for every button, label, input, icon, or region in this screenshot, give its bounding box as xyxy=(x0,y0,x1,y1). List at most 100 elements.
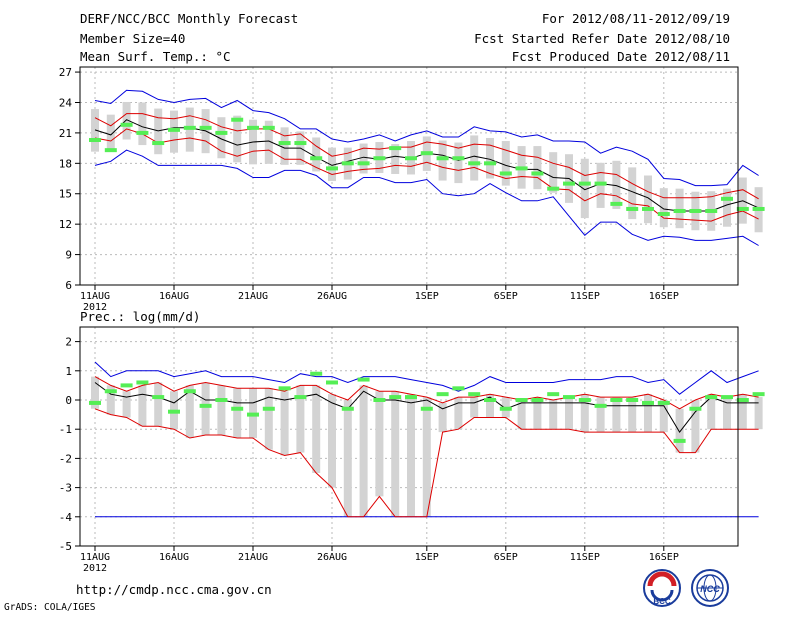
p2-observed-mark xyxy=(563,395,575,400)
p2-member-box xyxy=(217,385,226,436)
p1-member-box xyxy=(723,188,731,227)
p2-observed-mark xyxy=(120,383,133,388)
p1-observed-mark xyxy=(563,181,575,186)
p1-member-box xyxy=(501,141,510,186)
p1-member-box xyxy=(264,120,273,164)
p1-observed-mark xyxy=(341,161,354,166)
ncc-logo-text: NCC xyxy=(700,584,720,594)
p2-frame xyxy=(79,326,739,547)
p1-member-box xyxy=(280,127,289,165)
p2-observed-mark xyxy=(262,406,275,411)
p1-member-box xyxy=(106,114,115,152)
p1-ytick-label: 24 xyxy=(59,96,73,109)
p2-line-max xyxy=(94,361,759,395)
p2-observed-mark xyxy=(215,398,228,402)
p1-xtick-label: 1SEP xyxy=(415,291,439,302)
p2-xtick-label: 11AUG xyxy=(80,552,110,563)
p2-member-box xyxy=(486,394,494,418)
p1-observed-mark xyxy=(310,156,323,161)
member-size: Member Size=40 xyxy=(80,31,186,46)
p2-xtick-label: 16SEP xyxy=(649,552,679,563)
p1-xtick-label: 16AUG xyxy=(159,291,189,302)
p2-member-box xyxy=(312,385,321,473)
p1-observed-mark xyxy=(231,117,244,122)
p1-observed-mark xyxy=(642,206,654,211)
p1-member-box xyxy=(438,140,447,181)
p2-observed-mark xyxy=(752,392,765,397)
p2-member-box xyxy=(407,394,415,517)
p2-xtick-label: 21AUG xyxy=(238,552,268,563)
p2-ytick-label: -2 xyxy=(59,452,72,465)
variable-label: Mean Surf. Temp.: °C xyxy=(80,49,231,64)
p1-member-box xyxy=(628,167,637,220)
p1-observed-mark xyxy=(357,161,370,166)
p1-observed-mark xyxy=(326,166,338,171)
p2-member-box xyxy=(723,397,731,430)
p1-member-box xyxy=(644,175,652,224)
p1-xtick-label: 11SEP xyxy=(570,291,600,302)
p2-year-label: 2012 xyxy=(83,563,107,574)
p1-observed-mark xyxy=(721,196,733,201)
p1-line-max xyxy=(94,89,759,187)
p2-observed-mark xyxy=(247,412,259,417)
p2-observed-mark xyxy=(484,398,496,402)
p2-member-box xyxy=(154,382,163,427)
p2-ytick-label: -5 xyxy=(59,540,72,553)
p2-member-box xyxy=(233,388,242,438)
p1-line-upper xyxy=(94,113,759,200)
p1-ytick-label: 21 xyxy=(59,127,72,140)
p2-observed-mark xyxy=(168,409,180,414)
p2-observed-mark xyxy=(499,406,512,411)
p2-ytick-label: -3 xyxy=(59,482,72,495)
p1-observed-mark xyxy=(405,156,417,161)
chart-title: DERF/NCC/BCC Monthly Forecast xyxy=(80,11,299,26)
footer-url[interactable]: http://cmdp.ncc.cma.gov.cn xyxy=(76,582,272,597)
p2-observed-mark xyxy=(468,392,481,397)
p2-line-mean xyxy=(94,382,759,433)
p1-observed-mark xyxy=(531,171,544,176)
p2-member-box xyxy=(438,402,447,433)
p2-ytick-label: 2 xyxy=(65,336,72,349)
p1-observed-mark xyxy=(515,166,528,171)
p2-member-box xyxy=(612,397,621,433)
p2-member-box xyxy=(675,408,684,453)
p2-ytick-label: -4 xyxy=(59,511,73,524)
p2-member-box xyxy=(517,400,526,430)
p2-member-box xyxy=(359,385,368,517)
p1-member-box xyxy=(454,142,463,184)
p2-observed-mark xyxy=(373,398,386,402)
p1-observed-mark xyxy=(736,206,749,211)
p2-member-box xyxy=(644,394,652,433)
p2-observed-mark xyxy=(721,395,733,400)
p2-observed-mark xyxy=(405,395,417,400)
p2-member-box xyxy=(754,397,763,430)
p2-observed-mark xyxy=(231,406,244,411)
p2-observed-mark xyxy=(341,406,354,411)
p2-member-box xyxy=(628,397,637,433)
p2-member-box xyxy=(296,385,305,453)
p2-observed-mark xyxy=(515,398,528,402)
p1-observed-mark xyxy=(578,181,591,186)
p1-member-box xyxy=(391,144,400,174)
p1-observed-mark xyxy=(215,130,228,135)
p2-observed-mark xyxy=(420,406,433,411)
p2-observed-mark xyxy=(547,392,560,397)
p1-member-box xyxy=(533,146,542,190)
p2-member-box xyxy=(328,394,336,488)
p2-member-box xyxy=(596,397,605,433)
p1-member-box xyxy=(122,101,131,140)
start-date: Fcst Started Refer Date 2012/08/10 xyxy=(474,31,730,46)
p1-observed-mark xyxy=(626,206,639,211)
p2-observed-mark xyxy=(294,395,307,400)
p1-observed-mark xyxy=(689,208,702,213)
p1-observed-mark xyxy=(294,141,307,146)
grads-credit: GrADS: COLA/IGES xyxy=(4,602,96,613)
p1-line-lower xyxy=(94,128,759,222)
p2-member-box xyxy=(659,400,668,433)
p2-observed-mark xyxy=(452,386,465,391)
p1-xtick-label: 6SEP xyxy=(494,291,518,302)
p1-observed-mark xyxy=(547,186,560,191)
p2-observed-mark xyxy=(136,380,149,385)
p1-year-label: 2012 xyxy=(83,302,107,313)
